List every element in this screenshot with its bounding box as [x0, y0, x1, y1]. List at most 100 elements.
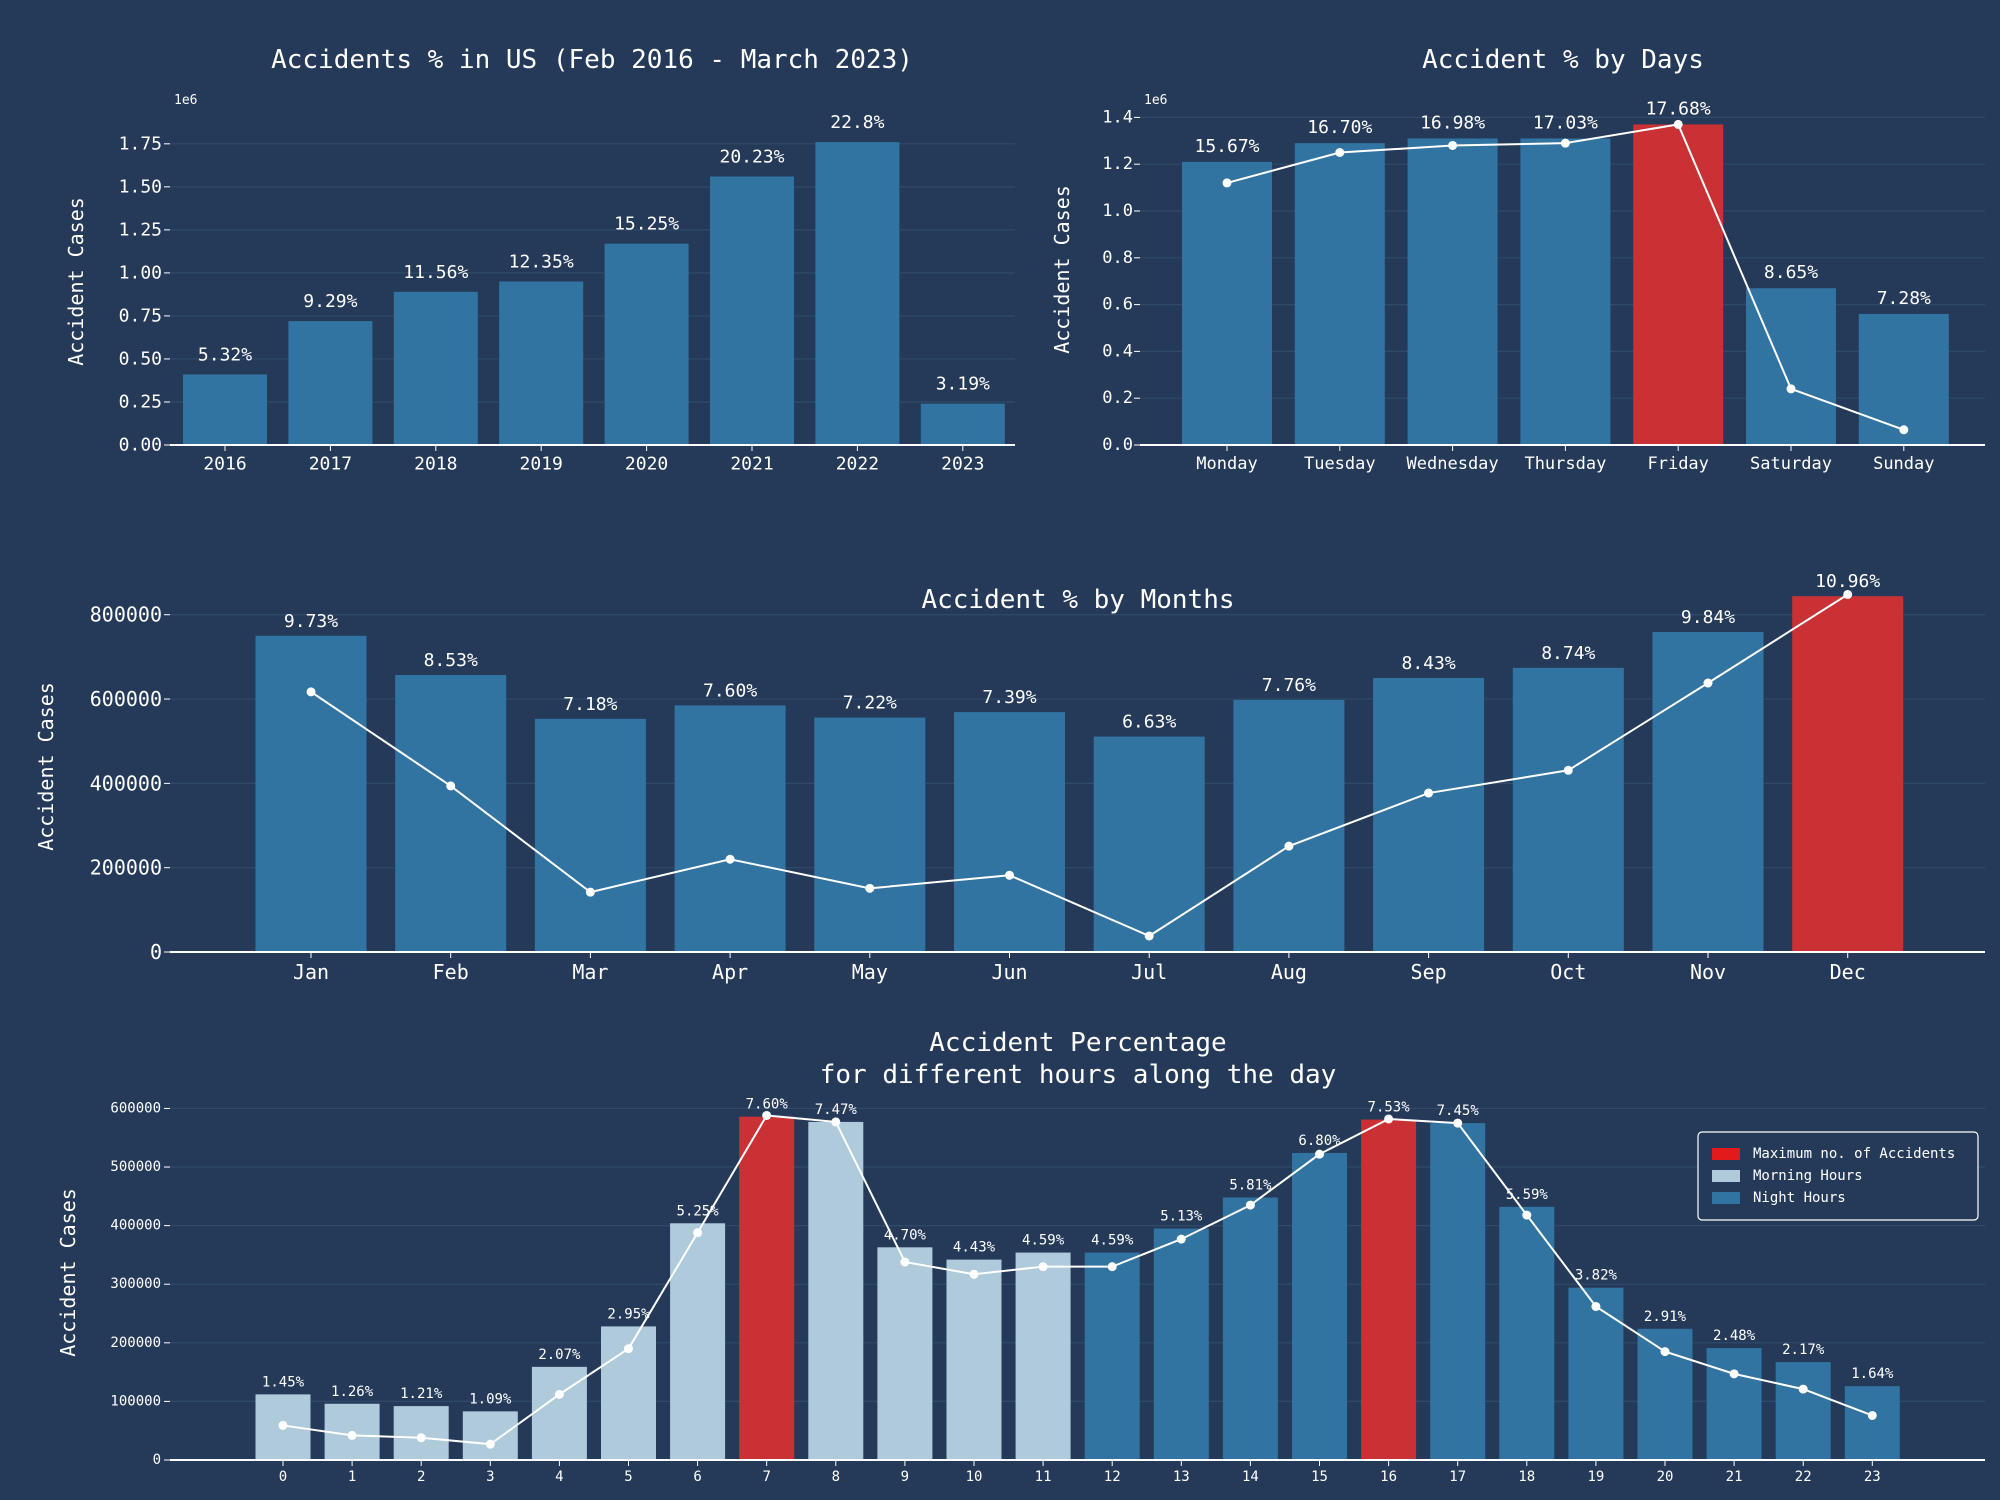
bar — [954, 712, 1065, 952]
x-tick-label: 9 — [901, 1469, 909, 1485]
trend-point — [624, 1344, 633, 1354]
bar — [1294, 143, 1385, 445]
x-tick-label: 23 — [1864, 1469, 1881, 1485]
x-tick-label: 18 — [1518, 1469, 1535, 1485]
y-tick-label: 400000 — [90, 771, 162, 795]
data-label: 7.28% — [1877, 288, 1931, 309]
legend: Maximum no. of Accidents Morning Hours Nig… — [1697, 1131, 1979, 1221]
bar — [1093, 736, 1205, 952]
bar — [1792, 596, 1904, 952]
x-tick-label: 15 — [1311, 1469, 1328, 1485]
bar — [462, 1411, 518, 1460]
legend-label: Night Hours — [1753, 1190, 1846, 1206]
bar — [815, 142, 900, 446]
legend-swatch — [1712, 1192, 1740, 1204]
data-label: 4.43% — [953, 1240, 996, 1256]
trend-point — [725, 854, 735, 864]
bar — [1512, 667, 1624, 952]
bar — [393, 1406, 449, 1460]
y-tick-label: 0.2 — [1102, 388, 1133, 408]
y-axis-label: Accident Cases — [1050, 185, 1074, 354]
data-label: 7.53% — [1368, 1100, 1411, 1116]
data-label: 4.59% — [1091, 1233, 1134, 1249]
bar — [1361, 1119, 1417, 1460]
data-label: 5.25% — [677, 1203, 720, 1219]
trend-point — [1144, 931, 1154, 941]
trend-point — [1005, 870, 1014, 880]
y-tick-label: 1.50 — [119, 176, 162, 197]
bar — [710, 176, 794, 445]
data-label: 5.32% — [198, 344, 252, 365]
x-tick-label: Jul — [1131, 960, 1167, 984]
x-tick-label: May — [852, 960, 888, 984]
trend-point — [1176, 1234, 1186, 1244]
data-label: 17.68% — [1646, 98, 1711, 119]
bar — [920, 403, 1005, 445]
data-label: 20.23% — [719, 147, 784, 168]
trend-point — [762, 1110, 772, 1120]
bar — [1858, 313, 1949, 445]
data-label: 4.70% — [884, 1227, 927, 1243]
trend-point — [1591, 1301, 1601, 1311]
data-label: 2.17% — [1782, 1342, 1825, 1358]
y-tick-label: 600000 — [90, 687, 162, 711]
x-tick-label: Mar — [572, 960, 608, 984]
x-tick-label: 14 — [1242, 1469, 1259, 1485]
y-tick-label: 1.75 — [119, 133, 162, 154]
x-tick-label: Oct — [1550, 960, 1586, 984]
x-tick-label: Apr — [712, 960, 748, 984]
bar — [1520, 138, 1611, 445]
axis-scale-label: 1e6 — [1144, 93, 1167, 108]
y-tick-label: 1.00 — [119, 262, 162, 283]
x-tick-label: 2023 — [941, 454, 984, 475]
x-tick-label: 12 — [1104, 1469, 1121, 1485]
axis-scale-label: 1e6 — [174, 93, 197, 108]
data-label: 9.29% — [303, 291, 357, 312]
bar — [183, 374, 267, 445]
trend-point — [278, 1420, 288, 1430]
x-tick-label: Friday — [1647, 454, 1708, 474]
y-tick-label: 100000 — [110, 1393, 161, 1409]
bar — [1373, 677, 1485, 952]
trend-line — [310, 593, 1849, 938]
trend-point — [1660, 1347, 1670, 1357]
bar — [1706, 1348, 1762, 1460]
bar — [814, 717, 926, 952]
bar — [1407, 138, 1498, 445]
trend-point — [1563, 765, 1573, 775]
trend-point — [554, 1389, 564, 1399]
trend-point — [1522, 1210, 1532, 1220]
data-label: 1.21% — [400, 1386, 443, 1402]
chart-subtitle: for different hours along the day — [820, 1060, 1337, 1090]
chart-accidents-by-days: 0.0 0.2 0.4 0.6 0.8 1.0 1.2 1.4 Monday Tuesday Wed… — [1050, 45, 1985, 474]
y-tick-label: 0.50 — [119, 348, 162, 369]
trend-point — [416, 1433, 426, 1443]
data-label: 10.96% — [1815, 571, 1880, 592]
trend-point — [1038, 1262, 1048, 1272]
y-tick-label: 0.6 — [1102, 295, 1133, 315]
chart-title: Accident % by Months — [921, 585, 1234, 615]
data-label: 2.95% — [607, 1306, 650, 1322]
bar — [670, 1223, 726, 1460]
trend-point — [1448, 140, 1458, 150]
y-tick-label: 1.4 — [1102, 107, 1133, 127]
legend-swatch — [1712, 1170, 1740, 1182]
bar — [674, 705, 786, 952]
x-tick-label: Sunday — [1873, 454, 1934, 474]
trend-point — [347, 1430, 357, 1440]
data-label: 15.67% — [1194, 136, 1259, 157]
trend-point — [1384, 1114, 1394, 1124]
trend-point — [1843, 589, 1853, 599]
data-label: 1.45% — [262, 1374, 305, 1390]
chart-accidents-by-months: 0 200000 400000 600000 800000 Jan Feb Mar Apr May… — [34, 571, 1985, 984]
bar — [946, 1259, 1002, 1460]
data-label: 16.70% — [1307, 117, 1372, 138]
x-tick-label: 2017 — [309, 454, 352, 475]
y-axis-label: Accident Cases — [56, 1188, 80, 1357]
data-label: 3.19% — [936, 374, 990, 395]
data-label: 8.43% — [1402, 653, 1456, 674]
bar — [395, 675, 507, 952]
data-label: 2.48% — [1713, 1328, 1756, 1344]
bar — [1222, 1197, 1278, 1460]
